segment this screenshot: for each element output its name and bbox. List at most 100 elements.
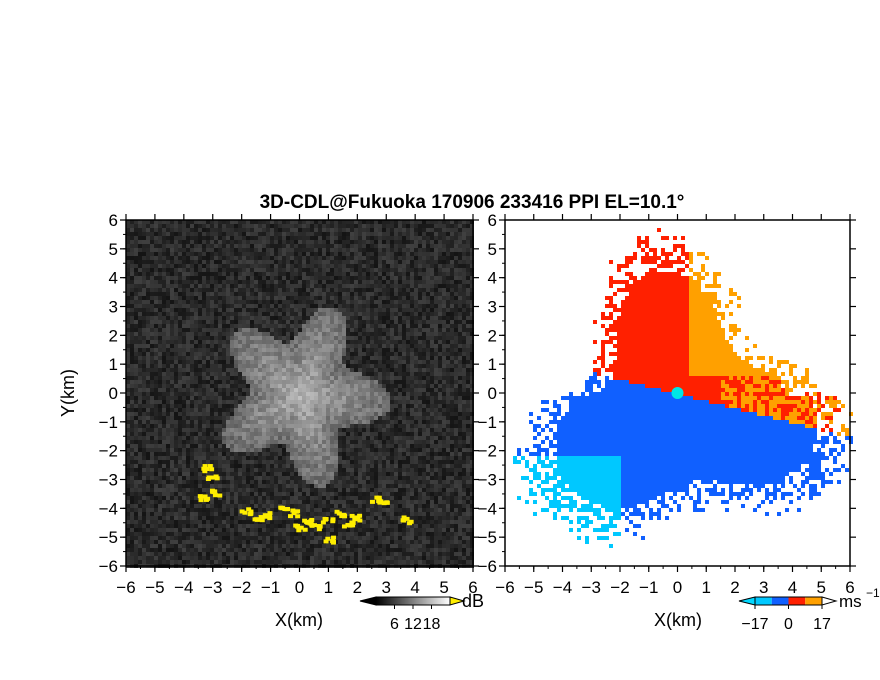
noise-cell bbox=[422, 328, 426, 332]
noise-cell bbox=[126, 424, 130, 428]
noise-cell bbox=[430, 400, 434, 404]
noise-cell bbox=[146, 300, 150, 304]
noise-cell bbox=[374, 436, 378, 440]
noise-cell bbox=[394, 248, 398, 252]
noise-cell bbox=[262, 260, 266, 264]
noise-cell bbox=[298, 276, 302, 280]
noise-cell bbox=[386, 256, 390, 260]
noise-cell bbox=[450, 256, 454, 260]
noise-cell bbox=[154, 260, 158, 264]
noise-cell bbox=[158, 432, 162, 436]
noise-cell bbox=[226, 260, 230, 264]
noise-cell bbox=[238, 224, 242, 228]
noise-cell bbox=[130, 264, 134, 268]
noise-cell bbox=[142, 392, 146, 396]
noise-cell bbox=[198, 408, 202, 412]
noise-cell bbox=[394, 368, 398, 372]
noise-cell bbox=[186, 252, 190, 256]
noise-cell bbox=[126, 280, 130, 284]
noise-cell bbox=[218, 352, 222, 356]
noise-cell bbox=[386, 348, 390, 352]
noise-cell bbox=[370, 328, 374, 332]
noise-cell bbox=[394, 364, 398, 368]
noise-cell bbox=[378, 252, 382, 256]
noise-cell bbox=[406, 296, 410, 300]
noise-cell bbox=[370, 236, 374, 240]
noise-cell bbox=[190, 424, 194, 428]
noise-cell bbox=[274, 260, 278, 264]
noise-cell bbox=[430, 356, 434, 360]
noise-cell bbox=[170, 392, 174, 396]
noise-cell bbox=[218, 404, 222, 408]
noise-cell bbox=[426, 428, 430, 432]
noise-cell bbox=[390, 336, 394, 340]
noise-cell bbox=[266, 228, 270, 232]
noise-cell bbox=[334, 292, 338, 296]
noise-cell bbox=[326, 252, 330, 256]
noise-cell bbox=[438, 372, 442, 376]
noise-cell bbox=[302, 280, 306, 284]
noise-cell bbox=[342, 264, 346, 268]
noise-cell bbox=[254, 264, 258, 268]
noise-cell bbox=[462, 332, 466, 336]
noise-cell bbox=[390, 288, 394, 292]
noise-cell bbox=[182, 316, 186, 320]
noise-cell bbox=[406, 384, 410, 388]
noise-cell bbox=[158, 288, 162, 292]
noise-cell bbox=[134, 412, 138, 416]
noise-cell bbox=[294, 272, 298, 276]
noise-cell bbox=[282, 232, 286, 236]
noise-cell bbox=[146, 428, 150, 432]
noise-cell bbox=[242, 292, 246, 296]
noise-cell bbox=[358, 344, 362, 348]
noise-cell bbox=[202, 432, 206, 436]
noise-cell bbox=[190, 380, 194, 384]
noise-cell bbox=[298, 292, 302, 296]
noise-cell bbox=[166, 220, 170, 224]
noise-cell bbox=[282, 220, 286, 224]
noise-cell bbox=[138, 360, 142, 364]
noise-cell bbox=[366, 360, 370, 364]
noise-cell bbox=[434, 388, 438, 392]
noise-cell bbox=[166, 292, 170, 296]
noise-cell bbox=[338, 288, 342, 292]
noise-cell bbox=[226, 360, 230, 364]
noise-cell bbox=[458, 328, 462, 332]
noise-cell bbox=[434, 340, 438, 344]
noise-cell bbox=[378, 272, 382, 276]
noise-cell bbox=[294, 240, 298, 244]
noise-cell bbox=[154, 268, 158, 272]
noise-cell bbox=[330, 244, 334, 248]
noise-cell bbox=[298, 224, 302, 228]
noise-cell bbox=[186, 352, 190, 356]
noise-cell bbox=[454, 388, 458, 392]
noise-cell bbox=[174, 396, 178, 400]
noise-cell bbox=[278, 264, 282, 268]
noise-cell bbox=[438, 388, 442, 392]
noise-cell bbox=[154, 340, 158, 344]
noise-cell bbox=[218, 392, 222, 396]
noise-cell bbox=[362, 268, 366, 272]
noise-cell bbox=[370, 424, 374, 428]
noise-cell bbox=[426, 400, 430, 404]
noise-cell bbox=[430, 432, 434, 436]
noise-cell bbox=[194, 320, 198, 324]
noise-cell bbox=[198, 336, 202, 340]
noise-cell bbox=[406, 308, 410, 312]
noise-cell bbox=[318, 272, 322, 276]
noise-cell bbox=[162, 260, 166, 264]
noise-cell bbox=[150, 360, 154, 364]
noise-cell bbox=[410, 296, 414, 300]
noise-cell bbox=[358, 328, 362, 332]
noise-cell bbox=[194, 408, 198, 412]
noise-cell bbox=[166, 264, 170, 268]
noise-cell bbox=[342, 432, 346, 436]
noise-cell bbox=[386, 300, 390, 304]
noise-cell bbox=[178, 372, 182, 376]
noise-cell bbox=[242, 304, 246, 308]
noise-cell bbox=[234, 388, 238, 392]
noise-cell bbox=[442, 220, 446, 224]
noise-cell bbox=[222, 380, 226, 384]
noise-cell bbox=[170, 428, 174, 432]
noise-cell bbox=[218, 360, 222, 364]
